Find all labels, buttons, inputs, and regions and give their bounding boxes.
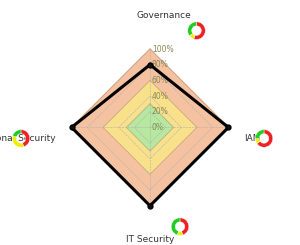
Text: IT Security: IT Security	[126, 235, 174, 244]
Wedge shape	[189, 33, 195, 39]
Wedge shape	[13, 130, 21, 137]
Text: 20%: 20%	[152, 107, 169, 116]
Wedge shape	[21, 130, 30, 147]
Wedge shape	[255, 138, 260, 144]
Text: IAM: IAM	[244, 134, 261, 143]
Text: 60%: 60%	[152, 76, 169, 85]
Polygon shape	[103, 80, 197, 174]
Wedge shape	[257, 130, 273, 147]
Text: 0%: 0%	[152, 123, 164, 132]
Wedge shape	[180, 218, 189, 235]
Wedge shape	[12, 136, 24, 147]
Text: Governance: Governance	[136, 11, 191, 20]
Wedge shape	[171, 218, 180, 235]
Wedge shape	[177, 231, 183, 235]
Text: 100%: 100%	[152, 45, 174, 53]
Wedge shape	[194, 22, 205, 39]
Polygon shape	[127, 104, 173, 151]
Text: 80%: 80%	[152, 60, 169, 69]
Polygon shape	[72, 49, 228, 206]
Text: 40%: 40%	[152, 92, 169, 100]
Wedge shape	[188, 22, 197, 36]
Wedge shape	[255, 130, 264, 138]
Text: Operational Security: Operational Security	[0, 134, 56, 143]
